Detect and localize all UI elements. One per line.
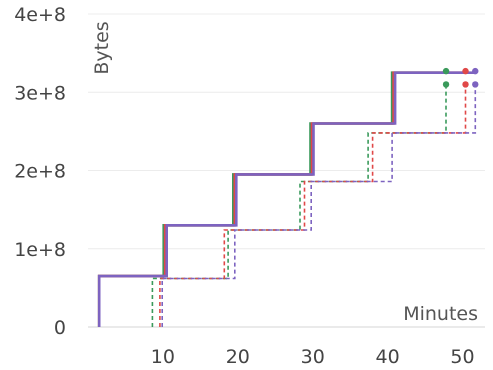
dashed-series-line (161, 84, 477, 327)
x-tick-label: 20 (226, 346, 250, 368)
series-end-marker (442, 81, 450, 88)
y-tick-label: 1e+8 (14, 239, 66, 261)
dashed-series-line (159, 84, 467, 327)
y-tick-label: 0 (54, 317, 66, 339)
x-tick-label: 30 (301, 346, 325, 368)
series-end-marker (462, 81, 469, 88)
dashed-series-line (151, 84, 447, 327)
solid-series-line (97, 71, 466, 327)
x-tick-label: 40 (376, 346, 400, 368)
y-tick-label: 4e+8 (14, 4, 66, 26)
series-group (97, 67, 479, 327)
series-end-marker (442, 67, 450, 75)
grid-lines (88, 13, 485, 328)
x-tick-label: 50 (450, 346, 474, 368)
series-end-marker (472, 67, 479, 75)
y-tick-label: 2e+8 (14, 161, 66, 183)
solid-series-line (97, 71, 476, 327)
x-axis-title: Minutes (403, 303, 478, 325)
y-axis-title: Bytes (91, 21, 113, 74)
x-tick-label: 10 (151, 346, 175, 368)
series-end-marker (462, 67, 469, 75)
y-tick-label: 3e+8 (14, 82, 66, 104)
tick-labels: 0 1e+8 2e+8 3e+8 4e+8 10 20 30 40 50 (14, 4, 474, 368)
series-end-marker (472, 81, 479, 88)
